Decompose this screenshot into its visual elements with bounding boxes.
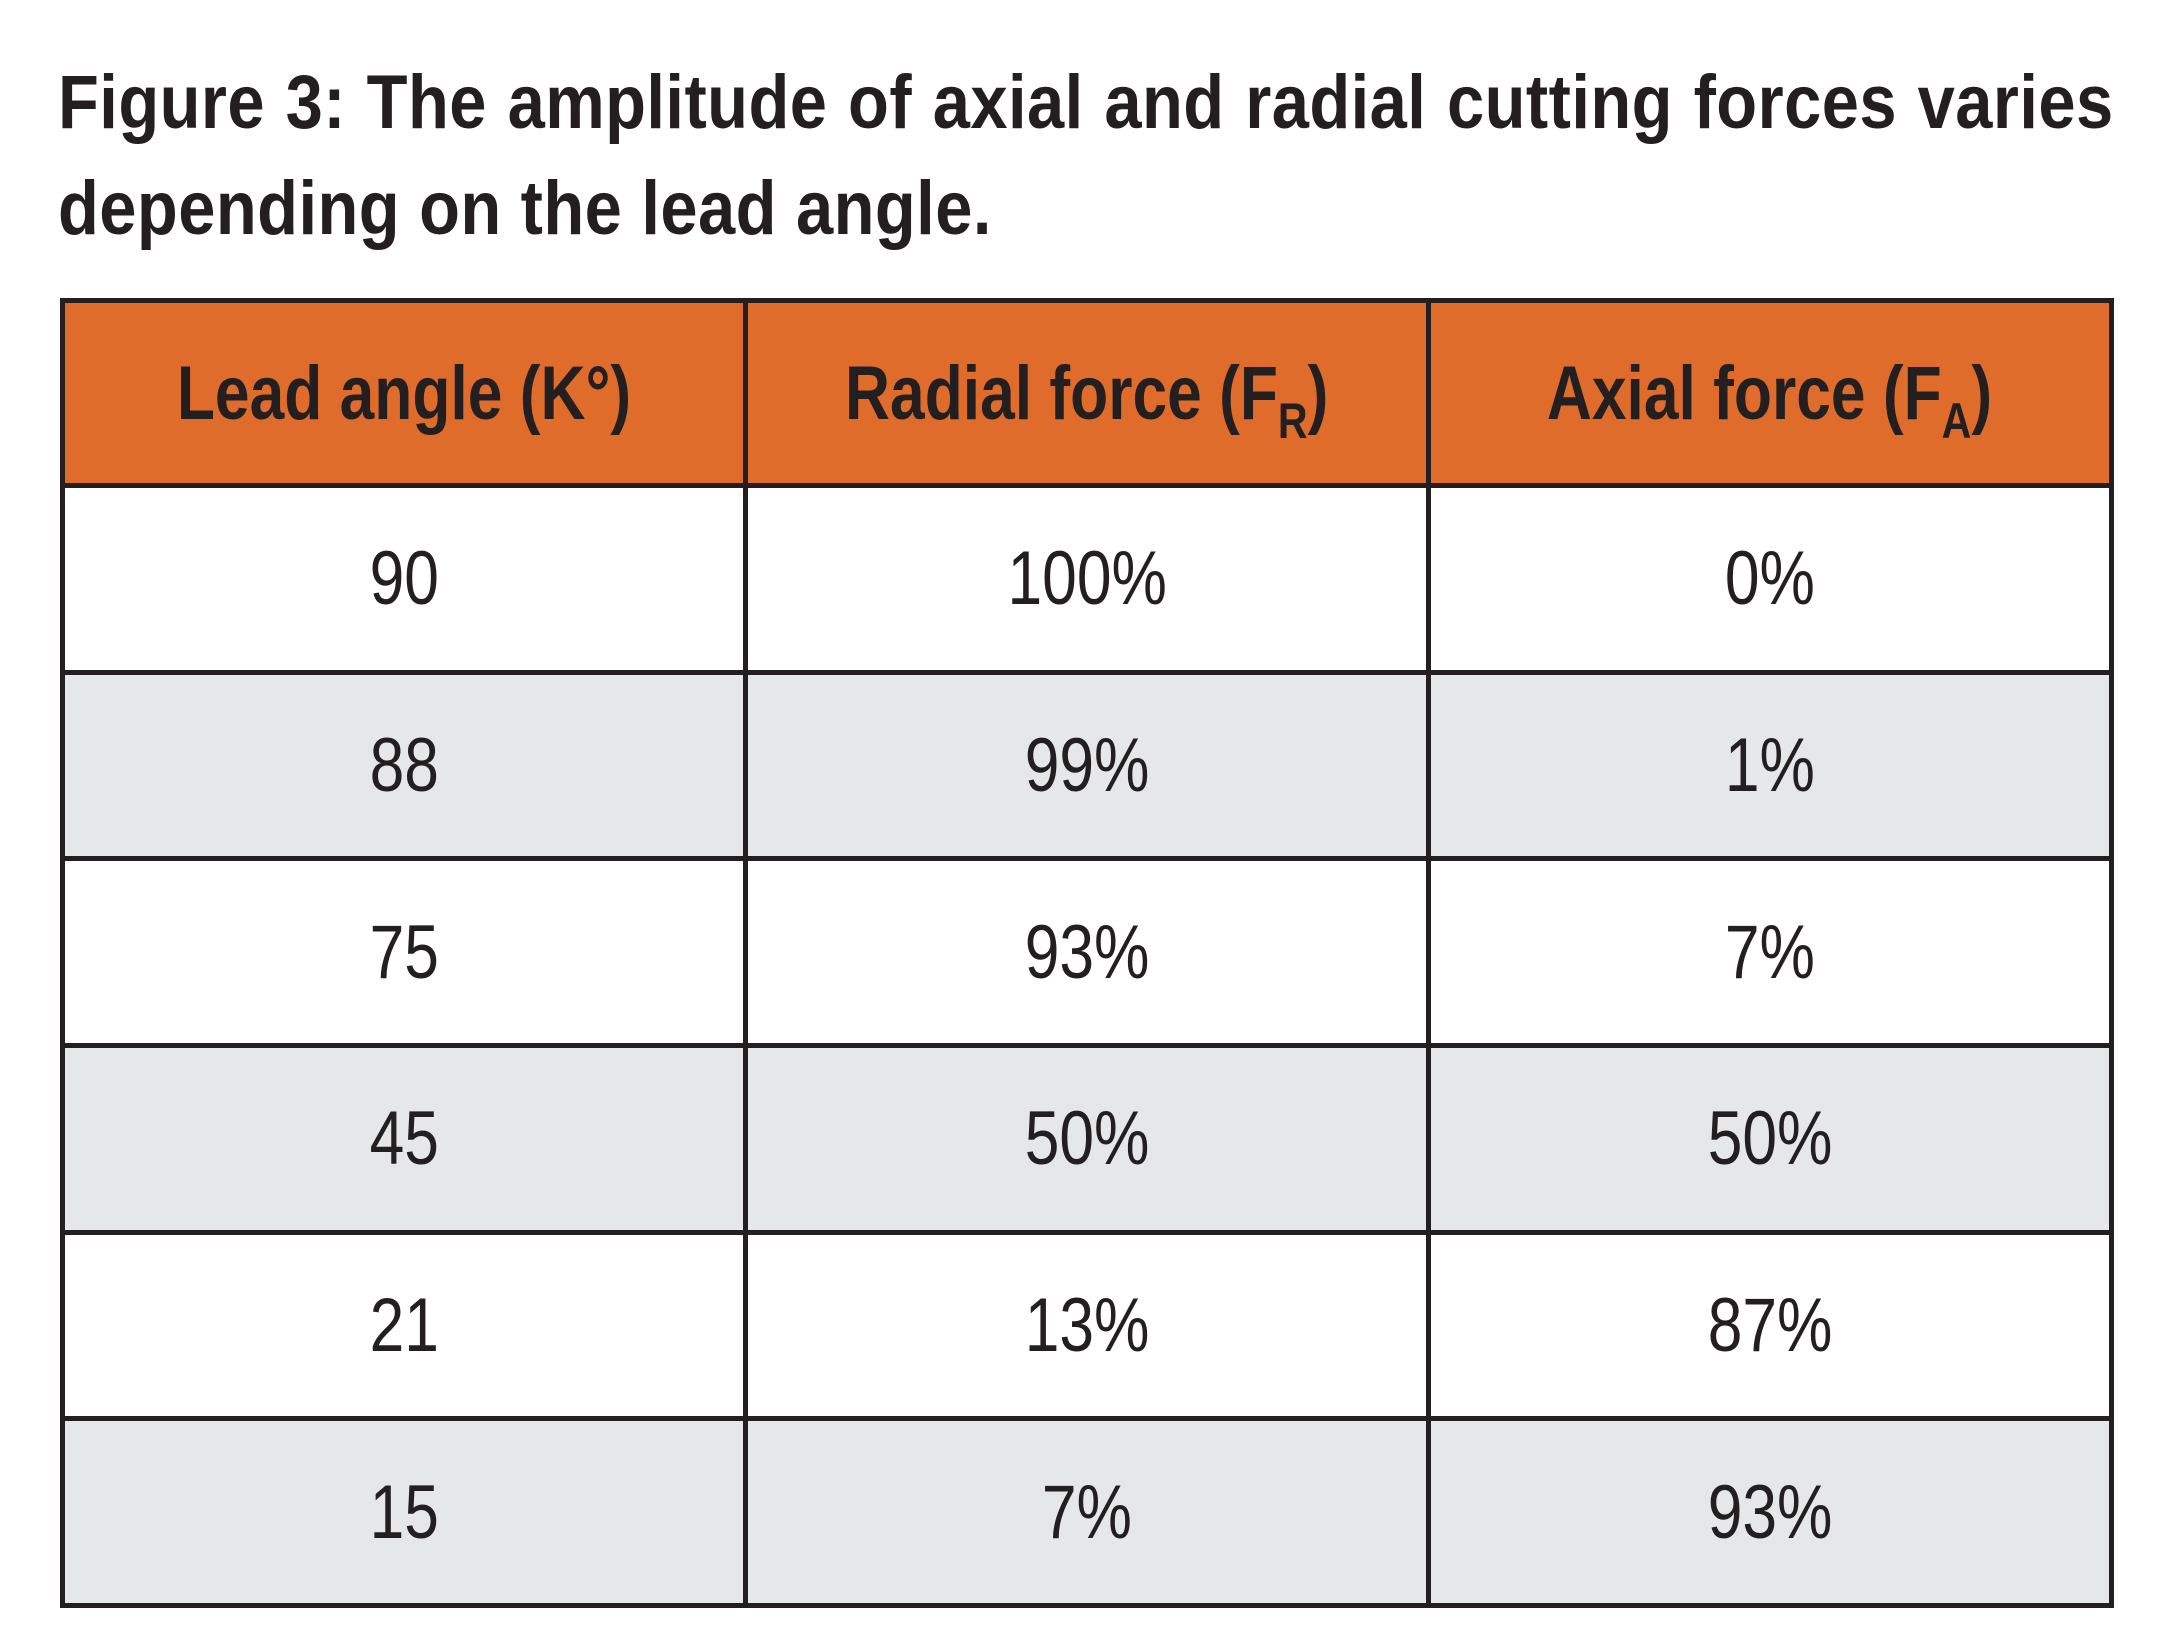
- cell-value: 75: [369, 909, 439, 995]
- table-header-row: Lead angle (K°) Radial force (FR) Axial …: [60, 298, 2114, 488]
- cell-axial-force: 7%: [1426, 856, 2114, 1048]
- cell-value: 100%: [1007, 536, 1167, 622]
- cell-radial-force: 7%: [743, 1416, 1431, 1608]
- header-axial-force-subscript: A: [1942, 392, 1972, 449]
- cell-lead-angle: 21: [60, 1229, 748, 1422]
- table-row: 15 7% 93%: [60, 1416, 2114, 1608]
- cell-axial-force: 87%: [1426, 1229, 2114, 1422]
- table-row: 90 100% 0%: [60, 483, 2114, 675]
- cell-radial-force: 100%: [743, 483, 1431, 675]
- header-lead-angle: Lead angle (K°): [60, 298, 748, 488]
- table-row: 21 13% 87%: [60, 1229, 2114, 1422]
- header-axial-force: Axial force (FA): [1426, 298, 2114, 488]
- cell-value: 13%: [1024, 1282, 1150, 1368]
- cell-value: 1%: [1724, 722, 1816, 808]
- cell-value: 45: [369, 1096, 439, 1182]
- cell-value: 99%: [1024, 722, 1150, 808]
- cell-lead-angle: 45: [60, 1042, 748, 1235]
- header-radial-force-subscript: R: [1278, 392, 1308, 449]
- cell-value: 7%: [1724, 909, 1816, 995]
- cell-value: 93%: [1707, 1469, 1833, 1555]
- cell-value: 87%: [1707, 1282, 1833, 1368]
- cell-axial-force: 50%: [1426, 1042, 2114, 1235]
- cell-lead-angle: 75: [60, 856, 748, 1048]
- cell-value: 21: [369, 1282, 439, 1368]
- cell-value: 50%: [1707, 1096, 1833, 1182]
- header-axial-force-close: ): [1971, 350, 1993, 436]
- header-radial-force-label: Radial force (F: [845, 350, 1279, 436]
- lead-angle-force-table: Lead angle (K°) Radial force (FR) Axial …: [60, 298, 2114, 1608]
- cell-value: 93%: [1024, 909, 1150, 995]
- cell-radial-force: 93%: [743, 856, 1431, 1048]
- table-row: 45 50% 50%: [60, 1042, 2114, 1235]
- cell-value: 88: [369, 722, 439, 808]
- cell-lead-angle: 15: [60, 1416, 748, 1608]
- cell-lead-angle: 90: [60, 483, 748, 675]
- header-radial-force: Radial force (FR): [743, 298, 1431, 488]
- header-axial-force-label: Axial force (F: [1547, 350, 1943, 436]
- cell-value: 50%: [1024, 1096, 1150, 1182]
- cell-value: 15: [369, 1469, 439, 1555]
- cell-value: 90: [369, 536, 439, 622]
- cell-axial-force: 0%: [1426, 483, 2114, 675]
- figure-caption: Figure 3: The amplitude of axial and rad…: [58, 60, 2114, 251]
- cell-axial-force: 93%: [1426, 1416, 2114, 1608]
- cell-axial-force: 1%: [1426, 669, 2114, 862]
- cell-radial-force: 13%: [743, 1229, 1431, 1422]
- cell-lead-angle: 88: [60, 669, 748, 862]
- cell-value: 0%: [1724, 536, 1816, 622]
- header-lead-angle-label: Lead angle (K°): [176, 350, 632, 436]
- header-radial-force-close: ): [1307, 350, 1329, 436]
- cell-radial-force: 99%: [743, 669, 1431, 862]
- table-row: 75 93% 7%: [60, 856, 2114, 1048]
- table-row: 88 99% 1%: [60, 669, 2114, 862]
- cell-value: 7%: [1041, 1469, 1133, 1555]
- cell-radial-force: 50%: [743, 1042, 1431, 1235]
